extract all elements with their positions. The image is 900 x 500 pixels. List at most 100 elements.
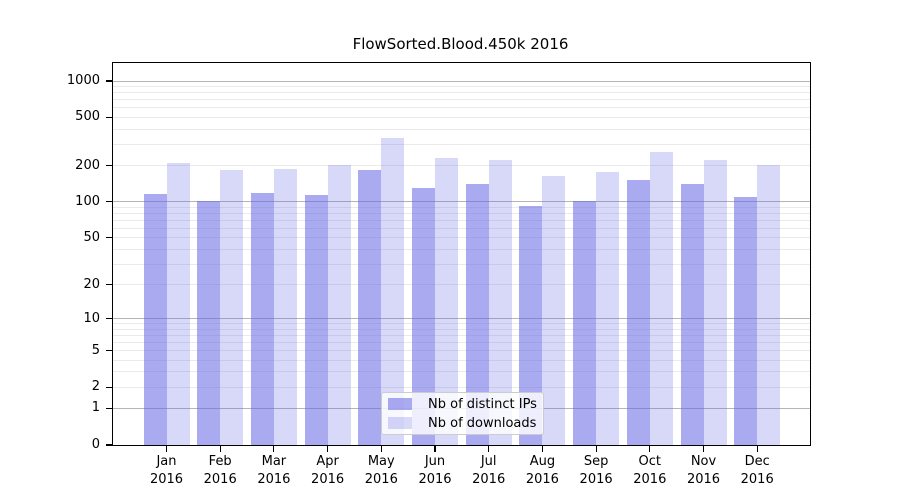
gridline-minor xyxy=(113,107,810,109)
plot-area: Nb of distinct IPs Nb of downloads xyxy=(112,62,811,446)
gridline-minor xyxy=(113,248,810,250)
gridline-minor xyxy=(113,350,810,352)
x-tick-label: Jun 2016 xyxy=(403,453,467,489)
y-tick-mark xyxy=(106,116,112,119)
y-tick-label: 2 xyxy=(91,379,100,395)
bar-downloads xyxy=(166,162,190,445)
gridline-minor xyxy=(113,284,810,286)
x-tick-label: May 2016 xyxy=(349,453,413,489)
x-tick-label-line: Apr xyxy=(316,454,339,469)
x-tick-label-line: Jul xyxy=(480,454,497,469)
x-tick-label-line: 2016 xyxy=(418,472,452,487)
y-tick-mark xyxy=(106,349,112,352)
y-tick-label: 500 xyxy=(75,109,100,125)
y-tick-mark xyxy=(106,318,112,320)
gridline-major xyxy=(113,80,810,82)
legend-item-distinct-ips: Nb of distinct IPs xyxy=(382,397,543,412)
bar-distinct-ips xyxy=(680,183,704,445)
x-tick-label-line: Aug xyxy=(529,454,556,469)
y-tick-label: 50 xyxy=(83,229,100,245)
gridline-minor xyxy=(113,359,810,361)
bar-downloads xyxy=(381,138,405,445)
x-tick-mark xyxy=(541,446,543,452)
bar-distinct-ips xyxy=(197,201,221,445)
gridline-minor xyxy=(113,206,810,208)
gridline-minor xyxy=(113,212,810,214)
gridline-minor xyxy=(113,341,810,343)
x-tick-mark xyxy=(434,446,436,452)
x-tick-label-line: 2016 xyxy=(740,472,774,487)
bar-distinct-ips xyxy=(304,194,328,445)
gridline-minor xyxy=(113,86,810,88)
y-tick-mark xyxy=(106,407,112,410)
x-tick-label-line: Nov xyxy=(690,454,717,469)
x-tick-label-line: Sep xyxy=(583,454,609,469)
x-tick-label: Sep 2016 xyxy=(564,453,628,489)
bars-layer xyxy=(113,63,810,445)
x-tick-mark xyxy=(327,446,329,452)
x-tick-mark xyxy=(380,446,382,452)
y-tick-mark xyxy=(106,444,112,446)
x-tick-label: Apr 2016 xyxy=(296,453,360,489)
x-tick-label-line: 2016 xyxy=(686,472,721,487)
x-tick-mark xyxy=(165,446,168,452)
bar-downloads xyxy=(649,152,673,445)
gridline-minor xyxy=(113,371,810,373)
bar-downloads xyxy=(327,165,351,445)
legend-swatch-downloads xyxy=(388,417,412,429)
bar-downloads xyxy=(435,158,458,445)
x-tick-label: Aug 2016 xyxy=(510,453,574,489)
bar-downloads xyxy=(596,171,620,445)
y-tick-mark xyxy=(106,386,112,388)
x-tick-label-line: 2016 xyxy=(203,472,237,487)
gridline-minor xyxy=(113,99,810,101)
bar-downloads xyxy=(488,160,512,445)
bar-distinct-ips xyxy=(626,180,650,445)
gridline-minor xyxy=(113,386,810,388)
legend: Nb of distinct IPs Nb of downloads xyxy=(381,392,544,435)
x-tick-mark xyxy=(219,446,221,452)
gridline-minor xyxy=(113,334,810,336)
x-tick-label-line: Jun xyxy=(424,454,446,469)
x-tick-label-line: 2016 xyxy=(364,472,398,487)
bar-distinct-ips xyxy=(465,184,489,445)
bar-downloads xyxy=(757,165,781,445)
y-tick-label: 5 xyxy=(91,342,100,358)
x-tick-label-line: Feb xyxy=(208,454,232,469)
x-tick-label-line: 2016 xyxy=(633,472,667,487)
gridline-minor xyxy=(113,323,810,325)
y-tick-mark xyxy=(106,164,112,167)
gridline-minor xyxy=(113,237,810,239)
bar-downloads xyxy=(542,175,566,445)
y-tick-mark xyxy=(106,283,112,286)
gridline-major xyxy=(113,201,810,203)
legend-item-downloads: Nb of downloads xyxy=(382,416,543,431)
gridline-minor xyxy=(113,116,810,118)
gridline-minor xyxy=(113,143,810,145)
x-tick-label-line: 2016 xyxy=(257,472,291,487)
x-tick-label-line: Oct xyxy=(638,454,662,469)
y-tick-label: 20 xyxy=(83,276,100,292)
x-tick-mark xyxy=(756,446,758,452)
x-tick-label-line: 2016 xyxy=(149,472,184,487)
legend-swatch-distinct-ips xyxy=(388,398,412,410)
bar-downloads xyxy=(273,169,297,445)
x-tick-label: Oct 2016 xyxy=(618,453,682,489)
x-tick-label-line: 2016 xyxy=(472,472,506,487)
gridlines-layer xyxy=(113,63,810,445)
y-tick-mark xyxy=(106,237,112,239)
x-tick-mark xyxy=(273,446,275,452)
bar-distinct-ips xyxy=(143,193,167,445)
y-tick-mark xyxy=(106,201,112,203)
gridline-minor xyxy=(113,128,810,130)
x-tick-label-line: Jan xyxy=(156,454,177,469)
bar-distinct-ips xyxy=(734,196,758,445)
x-tick-label: Jul 2016 xyxy=(457,453,521,489)
y-tick-label: 1000 xyxy=(66,73,100,88)
chart-title: FlowSorted.Blood.450k 2016 xyxy=(352,35,569,53)
gridline-minor xyxy=(113,219,810,221)
x-tick-mark xyxy=(488,446,490,452)
bar-downloads xyxy=(703,160,727,445)
gridline-minor xyxy=(113,227,810,229)
x-tick-label-line: 2016 xyxy=(311,472,345,487)
